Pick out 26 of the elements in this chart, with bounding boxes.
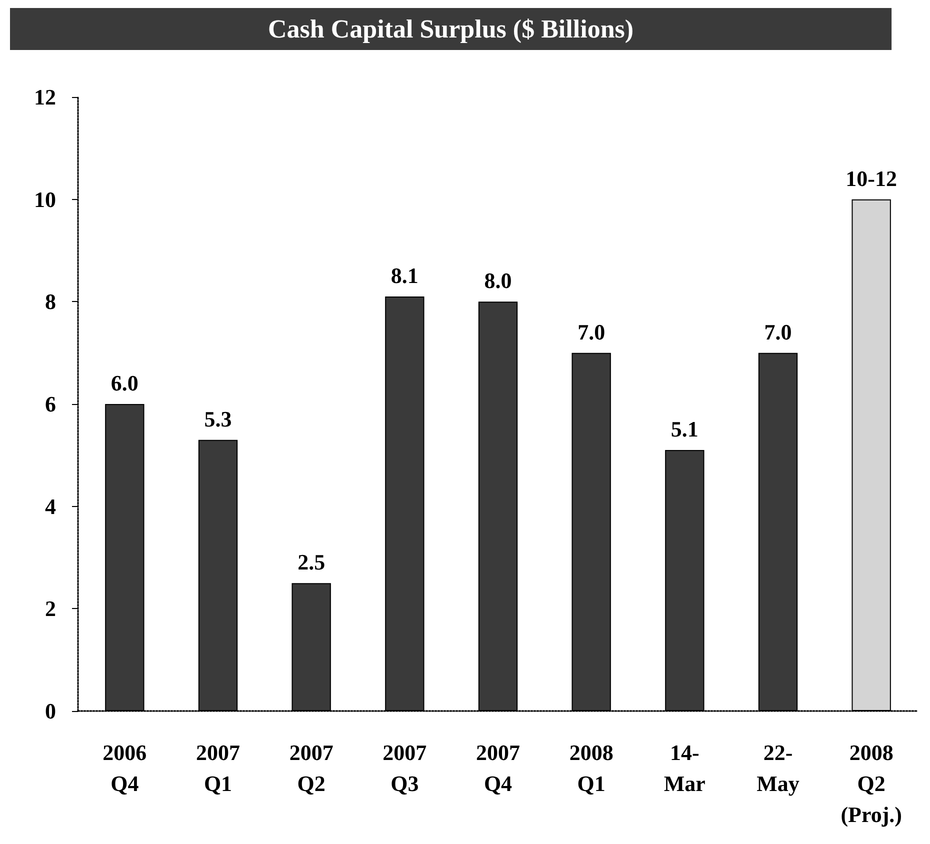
- y-tick-label: 4: [45, 494, 56, 519]
- data-label: 5.1: [670, 416, 698, 442]
- data-label: 2.5: [298, 550, 326, 575]
- x-tick-label: 2008 Q2 (Proj.): [840, 740, 902, 827]
- chart-title: Cash Capital Surplus ($ Billions): [268, 14, 634, 44]
- y-tick-label: 12: [34, 84, 56, 110]
- y-tick-label: 6: [45, 392, 56, 416]
- data-label: 8.0: [484, 268, 512, 294]
- data-label: 6.0: [110, 370, 138, 396]
- x-tick-label: 14- Mar: [664, 740, 706, 796]
- x-tick-label: 2007 Q2: [289, 740, 334, 796]
- x-tick-label: 2008 Q1: [569, 740, 614, 796]
- x-tick-label: 2007 Q3: [382, 740, 427, 796]
- x-tick-label: 2006 Q4: [102, 740, 147, 796]
- y-tick-label: 2: [45, 596, 56, 622]
- x-tick-label: 2007 Q1: [196, 740, 240, 796]
- x-tick-label: 22- May: [756, 740, 800, 796]
- x-tick-label: 2007 Q4: [476, 740, 520, 796]
- data-label: 8.1: [390, 263, 418, 288]
- data-label: 7.0: [764, 319, 792, 344]
- y-tick-label: 10: [34, 186, 56, 212]
- y-tick-label: 8: [45, 289, 56, 314]
- data-label: 10-12: [846, 166, 897, 191]
- y-tick-label: 0: [45, 698, 56, 724]
- data-label: 7.0: [578, 319, 606, 344]
- data-label: 5.3: [204, 406, 232, 432]
